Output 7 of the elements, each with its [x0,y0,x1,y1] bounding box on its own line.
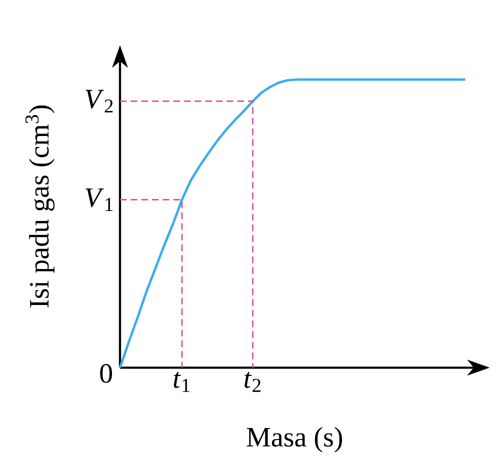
y-axis-title: Isi padu gas (cm$^{3}$) [25,106,55,308]
x-axis-title: Masa (s) [246,426,342,452]
text: 0 [100,364,112,383]
ref-line-label: V$_{2}$ [86,90,113,112]
x-tick-label: t$_{2}$ [244,372,260,392]
ref-line-label: V$_{1}$ [86,188,113,211]
x-tick-label: t$_{1}$ [174,372,190,392]
